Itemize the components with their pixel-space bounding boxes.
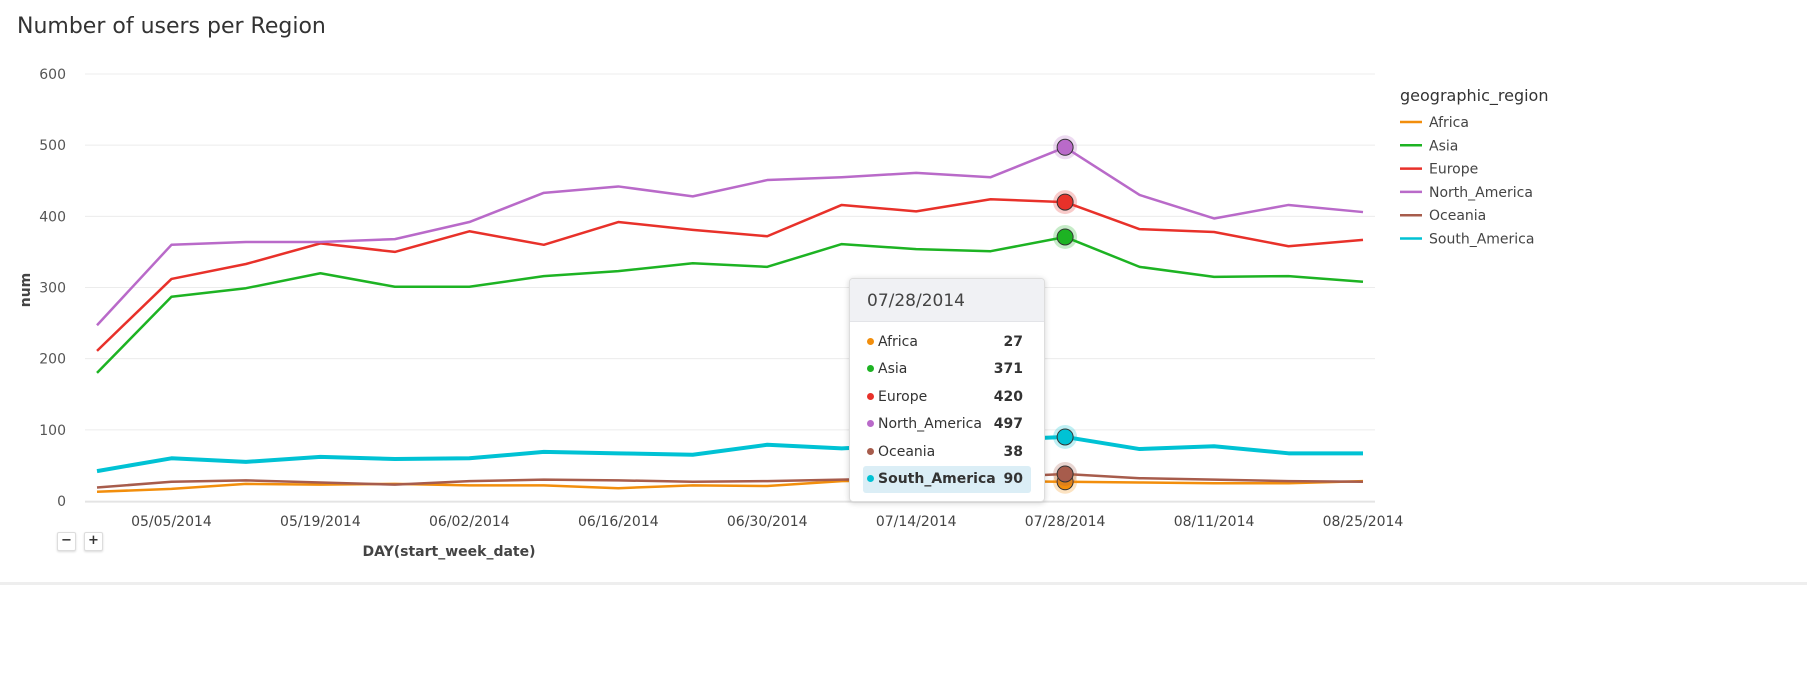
series-dot-icon — [867, 338, 874, 345]
tooltip-row: Oceania 38 — [863, 439, 1031, 466]
chart-title: Number of users per Region — [17, 14, 326, 39]
tooltip-value: 420 — [993, 388, 1023, 405]
x-tick-label: 06/30/2014 — [727, 514, 808, 530]
hover-point-asia — [1056, 228, 1074, 246]
series-line-asia — [96, 235, 1364, 374]
hover-point-north-america — [1056, 138, 1074, 156]
legend-item[interactable]: North_America — [1429, 185, 1533, 201]
x-tick-label: 07/28/2014 — [1025, 514, 1106, 530]
x-tick-label: 08/25/2014 — [1323, 514, 1404, 530]
tooltip-row: North_America 497 — [863, 411, 1031, 438]
x-axis-label: DAY(start_week_date) — [362, 544, 535, 560]
y-axis-label: num — [18, 273, 34, 308]
zoom-in-button[interactable]: + — [84, 532, 103, 551]
series-dot-icon — [867, 475, 874, 482]
x-tick-label: 05/05/2014 — [131, 514, 212, 530]
legend-item[interactable]: Asia — [1429, 138, 1458, 154]
legend-title: geographic_region — [1400, 86, 1548, 106]
series-line-europe — [96, 198, 1364, 352]
legend-item[interactable]: Europe — [1429, 162, 1478, 178]
series-line-north-america — [96, 146, 1364, 327]
hover-point-south-america — [1056, 428, 1074, 446]
y-tick-label: 400 — [39, 209, 66, 225]
legend-item[interactable]: Oceania — [1429, 208, 1486, 224]
tooltip-value: 90 — [1003, 471, 1023, 487]
tooltip-series-name: Oceania — [878, 443, 936, 460]
x-tick-label: 06/02/2014 — [429, 514, 510, 530]
tooltip-value: 38 — [1003, 443, 1023, 460]
tooltip-row: Asia 371 — [863, 356, 1031, 383]
series-line-oceania — [96, 472, 1364, 489]
tooltip-value: 27 — [1003, 334, 1023, 350]
tooltip-series-name: North_America — [878, 416, 982, 433]
tooltip-row: South_America 90 — [863, 466, 1031, 493]
series-line-south-america — [96, 434, 1363, 474]
tooltip-row: Europe 420 — [863, 384, 1031, 411]
y-tick-label: 100 — [39, 423, 66, 439]
x-tick-label: 07/14/2014 — [876, 514, 957, 530]
tooltip-value: 371 — [993, 361, 1023, 378]
tooltip-series-name: South_America — [878, 471, 996, 487]
series-dot-icon — [867, 420, 874, 428]
legend-item[interactable]: South_America — [1429, 232, 1534, 248]
series-dot-icon — [867, 392, 874, 400]
hover-point-oceania — [1056, 465, 1074, 483]
tooltip-row: Africa 27 — [863, 329, 1031, 356]
bottom-divider — [0, 582, 1807, 679]
x-tick-label: 06/16/2014 — [578, 514, 659, 530]
hover-point-europe — [1056, 193, 1074, 211]
tooltip-series-name: Europe — [878, 388, 928, 405]
tooltip-series-name: Asia — [878, 361, 908, 378]
series-dot-icon — [867, 447, 874, 455]
zoom-out-button[interactable]: − — [57, 532, 76, 551]
tooltip-date: 07/28/2014 — [850, 279, 1044, 322]
y-tick-label: 200 — [39, 352, 66, 368]
legend-item[interactable]: Africa — [1429, 115, 1469, 131]
x-tick-label: 08/11/2014 — [1174, 514, 1255, 530]
series-line-africa — [96, 478, 1364, 493]
y-tick-label: 0 — [57, 494, 66, 510]
y-tick-label: 500 — [39, 138, 66, 154]
tooltip-value: 497 — [993, 416, 1023, 433]
x-tick-label: 05/19/2014 — [280, 514, 361, 530]
series-dot-icon — [867, 365, 874, 373]
y-tick-label: 300 — [39, 281, 66, 297]
y-tick-label: 600 — [39, 67, 66, 83]
tooltip: 07/28/2014 Africa 27 Asia 371 Europe 420 North… — [849, 278, 1045, 502]
tooltip-series-name: Africa — [878, 334, 918, 350]
